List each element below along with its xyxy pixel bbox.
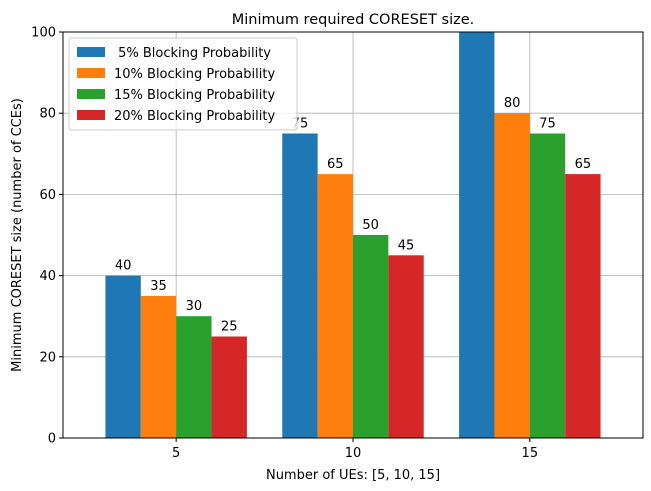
y-axis-label: Minimum CORESET size (number of CCEs) [10,98,25,372]
bar [211,336,247,438]
legend-label: 10% Blocking Probability [114,67,275,82]
bar-value-label: 80 [504,96,521,111]
legend-label: 5% Blocking Probability [114,46,271,61]
legend-swatch [77,110,105,120]
legend-swatch [77,68,105,78]
y-tick-label: 40 [39,269,56,284]
bar [494,113,530,438]
legend-label: 15% Blocking Probability [114,88,275,103]
bar-value-label: 65 [575,157,592,172]
bar [529,133,566,438]
bar-value-label: 75 [539,117,556,132]
y-tick-label: 100 [31,26,56,41]
x-axis: 5 10 15 [172,438,538,461]
legend-swatch [77,47,105,57]
legend-label: 20% Blocking Probability [114,109,275,124]
legend: 5% Blocking Probability 10% Blocking Prob… [68,37,298,131]
legend-swatch [77,89,105,99]
bar-value-label: 45 [398,238,415,253]
bar [317,174,353,438]
bars [105,32,601,438]
y-tick-label: 20 [39,350,56,365]
bar [388,255,424,438]
bar [282,133,318,438]
chart-title: Minimum required CORESET size. [232,12,475,28]
bar-value-label: 65 [327,157,344,172]
bar [459,32,495,438]
x-axis-label: Number of UEs: [5, 10, 15] [266,468,440,483]
bar [565,174,601,438]
x-tick-label: 15 [522,446,539,461]
bar [353,235,389,438]
bar-value-label: 25 [221,320,238,335]
legend-box [68,37,298,131]
x-tick-label: 5 [172,446,180,461]
bar-value-label: 40 [115,259,132,274]
bar [140,295,177,438]
bar [176,316,212,438]
y-tick-label: 80 [39,107,56,122]
bar-value-label: 50 [362,218,379,233]
y-tick-label: 60 [39,188,56,203]
bar-value-label: 35 [150,279,167,294]
x-tick-label: 10 [345,446,362,461]
bar-value-label: 30 [186,299,203,314]
y-tick-label: 0 [48,432,56,447]
bar [105,275,141,438]
y-axis: 0 20 40 60 80 100 [31,26,63,447]
